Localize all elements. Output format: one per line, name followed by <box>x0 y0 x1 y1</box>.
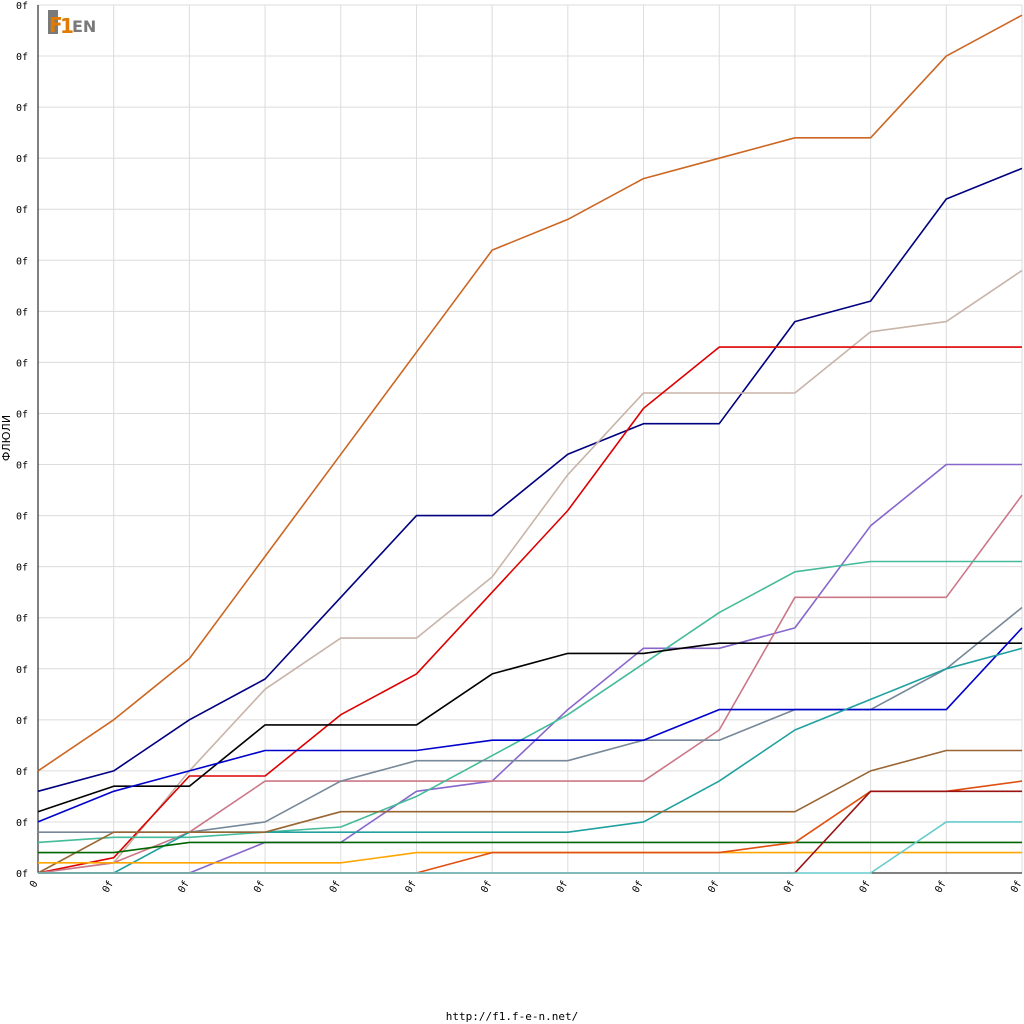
y-tick-label: 0f <box>16 103 28 114</box>
x-tick-label: 0f <box>933 879 949 895</box>
x-tick-label: 0f <box>479 879 495 895</box>
y-axis-label: ФЛЮЛИ <box>0 415 13 461</box>
series-line-1 <box>37 14 1023 772</box>
x-tick-label: 0f <box>555 879 571 895</box>
plot-area <box>38 5 1022 873</box>
y-tick-label: 0f <box>16 461 28 472</box>
x-tick-label: 0f <box>404 879 420 895</box>
x-tick-label: 0f <box>252 879 268 895</box>
series-line-6 <box>37 494 1023 874</box>
x-tick-label: 0f <box>782 879 798 895</box>
x-tick-label: 0 <box>28 879 41 890</box>
y-tick-label: 0f <box>16 52 28 63</box>
y-tick-label: 0f <box>16 205 28 216</box>
y-tick-label: 0f <box>16 665 28 676</box>
x-tick-label: 0f <box>1009 879 1024 895</box>
series-line-7 <box>37 560 1022 844</box>
series-line-3 <box>37 269 1023 874</box>
logo-block <box>48 10 58 34</box>
footer-url: http://f1.f-e-n.net/ <box>445 1010 579 1023</box>
y-tick-label: 0f <box>16 512 28 523</box>
y-tick-label: 0f <box>16 409 28 420</box>
series-line-5 <box>38 463 1022 874</box>
series-line-2 <box>37 167 1023 793</box>
x-tick-label: 0f <box>176 879 192 895</box>
y-tick-label: 0f <box>16 154 28 165</box>
series-line-12 <box>37 749 1022 874</box>
y-tick-label: 0f <box>16 716 28 727</box>
logo: F 1 EN <box>48 10 96 38</box>
logo-f: F <box>49 13 63 37</box>
x-tick-label: 0f <box>631 879 647 895</box>
chart-series <box>37 14 1023 874</box>
series-line-13 <box>38 841 1022 854</box>
series-line-10 <box>37 627 1023 823</box>
y-tick-label: 0f <box>16 869 28 880</box>
y-tick-label: 0f <box>16 818 28 829</box>
x-tick-label: 0f <box>706 879 722 895</box>
y-tick-label: 0f <box>16 614 28 625</box>
x-tick-label: 0f <box>101 879 117 895</box>
logo-one: 1 <box>60 14 74 38</box>
y-tick-label: 0f <box>16 1 28 12</box>
y-tick-label: 0f <box>16 256 28 267</box>
y-tick-label: 0f <box>16 767 28 778</box>
y-tick-label: 0f <box>16 563 28 574</box>
x-tick-label: 0f <box>328 879 344 895</box>
series-line-17 <box>38 821 1022 874</box>
y-tick-label: 0f <box>16 358 28 369</box>
logo-en: EN <box>72 17 96 36</box>
y-tick-label: 0f <box>16 307 28 318</box>
series-line-9 <box>37 642 1022 813</box>
x-tick-label: 0f <box>858 879 874 895</box>
chart-grid <box>37 4 1023 874</box>
